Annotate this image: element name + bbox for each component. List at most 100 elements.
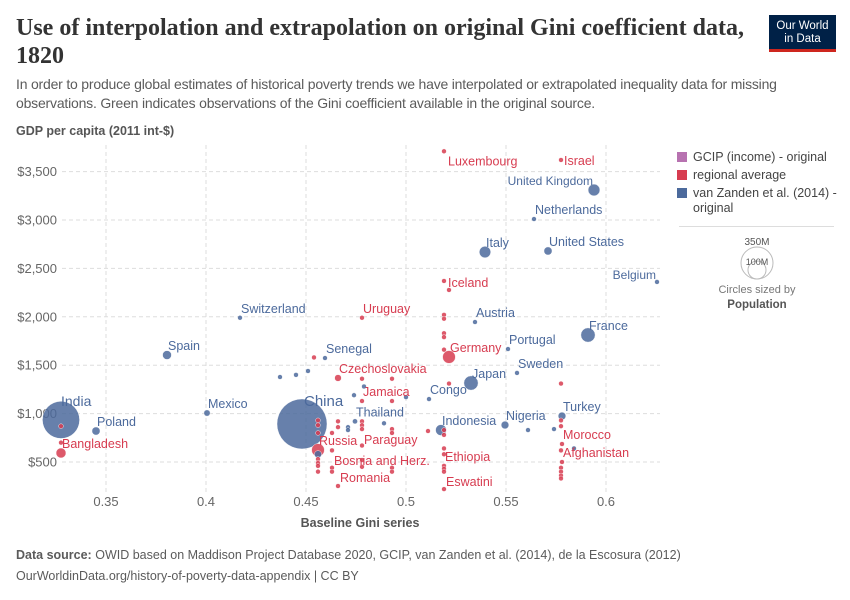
data-point[interactable] xyxy=(305,368,311,374)
x-tick-label: 0.4 xyxy=(197,494,215,509)
data-point[interactable] xyxy=(472,319,478,325)
data-point[interactable] xyxy=(505,346,511,352)
data-point[interactable] xyxy=(441,334,447,340)
legend-label: van Zanden et al. (2014) - original xyxy=(693,186,837,215)
data-point[interactable] xyxy=(361,383,367,390)
point-label: Luxembourg xyxy=(448,154,518,168)
data-point[interactable] xyxy=(389,430,395,436)
data-point[interactable] xyxy=(441,427,447,433)
data-point[interactable] xyxy=(514,370,520,376)
data-point[interactable] xyxy=(293,372,299,378)
size-caption: Circles sized by xyxy=(718,284,796,296)
data-point[interactable] xyxy=(389,469,395,475)
data-point[interactable] xyxy=(580,327,596,343)
x-tick-label: 0.5 xyxy=(397,494,415,509)
data-point[interactable] xyxy=(359,464,365,470)
source-url[interactable]: OurWorldinData.org/history-of-poverty-da… xyxy=(16,569,359,583)
data-point[interactable] xyxy=(315,417,321,423)
data-point[interactable] xyxy=(558,475,564,482)
data-point[interactable] xyxy=(558,157,564,163)
data-point[interactable] xyxy=(345,427,351,433)
data-point[interactable] xyxy=(315,422,321,428)
point-label: Bosnia and Herz. xyxy=(334,454,430,468)
data-point[interactable] xyxy=(58,440,64,446)
data-point[interactable] xyxy=(571,445,577,452)
data-point[interactable] xyxy=(463,375,479,391)
data-point[interactable] xyxy=(559,459,565,465)
data-point[interactable] xyxy=(329,469,335,475)
data-point[interactable] xyxy=(352,418,358,425)
chart-subtitle: In order to produce global estimates of … xyxy=(16,76,777,111)
data-point[interactable] xyxy=(551,426,557,432)
data-point[interactable] xyxy=(500,420,510,430)
owid-logo[interactable]: Our World in Data xyxy=(769,15,836,52)
data-point[interactable] xyxy=(311,354,317,361)
data-point[interactable] xyxy=(558,417,564,423)
legend-item-regional[interactable]: regional average xyxy=(677,168,847,183)
data-point[interactable] xyxy=(329,430,335,436)
data-point[interactable] xyxy=(359,376,365,382)
data-point[interactable] xyxy=(359,315,365,321)
data-point[interactable] xyxy=(446,287,452,293)
data-point[interactable] xyxy=(359,426,365,432)
data-point[interactable] xyxy=(359,442,365,449)
data-point[interactable] xyxy=(359,398,365,404)
data-point[interactable] xyxy=(203,409,211,417)
data-point[interactable] xyxy=(315,463,321,469)
data-point[interactable] xyxy=(531,216,537,222)
data-point[interactable] xyxy=(558,380,564,387)
source-label: Data source: xyxy=(16,548,92,562)
data-point[interactable] xyxy=(335,483,341,489)
data-point[interactable] xyxy=(654,279,660,285)
data-point[interactable] xyxy=(441,148,447,154)
legend-item-gcip[interactable]: GCIP (income) - original xyxy=(677,150,847,165)
legend-item-van-zanden[interactable]: van Zanden et al. (2014) - original xyxy=(677,186,847,216)
point-label: Russia xyxy=(319,434,357,448)
data-point[interactable] xyxy=(543,246,553,256)
data-point[interactable] xyxy=(425,428,431,434)
data-point[interactable] xyxy=(389,398,395,404)
data-point[interactable] xyxy=(277,374,283,380)
data-point[interactable] xyxy=(351,392,357,398)
data-point[interactable] xyxy=(329,447,335,453)
data-point[interactable] xyxy=(55,447,67,459)
data-point[interactable] xyxy=(441,432,447,438)
data-point[interactable] xyxy=(162,350,172,360)
data-point[interactable] xyxy=(335,424,341,430)
data-point[interactable] xyxy=(315,469,321,475)
data-point[interactable] xyxy=(559,441,565,447)
data-point[interactable] xyxy=(441,445,447,452)
legend: GCIP (income) - original regional averag… xyxy=(677,150,847,311)
data-point[interactable] xyxy=(359,457,365,463)
data-point[interactable] xyxy=(276,398,328,450)
data-point[interactable] xyxy=(334,374,342,382)
data-point[interactable] xyxy=(441,451,447,457)
data-point[interactable] xyxy=(58,423,64,429)
data-point[interactable] xyxy=(558,423,564,429)
data-point[interactable] xyxy=(91,426,101,436)
data-point[interactable] xyxy=(441,278,447,284)
data-point[interactable] xyxy=(441,469,447,475)
data-point[interactable] xyxy=(525,427,531,433)
data-point[interactable] xyxy=(441,486,447,492)
data-point[interactable] xyxy=(426,396,432,402)
data-point[interactable] xyxy=(558,447,564,453)
data-point[interactable] xyxy=(335,418,341,424)
data-point[interactable] xyxy=(403,394,409,400)
point-label: United Kingdom xyxy=(508,174,593,188)
data-point[interactable] xyxy=(441,347,447,353)
data-point[interactable] xyxy=(442,350,456,364)
data-point[interactable] xyxy=(446,380,452,387)
data-point[interactable] xyxy=(237,315,243,321)
data-point[interactable] xyxy=(587,183,601,197)
data-point[interactable] xyxy=(441,316,447,322)
data-point[interactable] xyxy=(479,246,491,258)
data-point[interactable] xyxy=(322,355,328,361)
data-point[interactable] xyxy=(42,401,80,439)
size-legend-big: 350M xyxy=(744,237,769,248)
data-point[interactable] xyxy=(389,376,395,382)
data-point[interactable] xyxy=(315,430,321,436)
data-point[interactable] xyxy=(381,420,387,426)
